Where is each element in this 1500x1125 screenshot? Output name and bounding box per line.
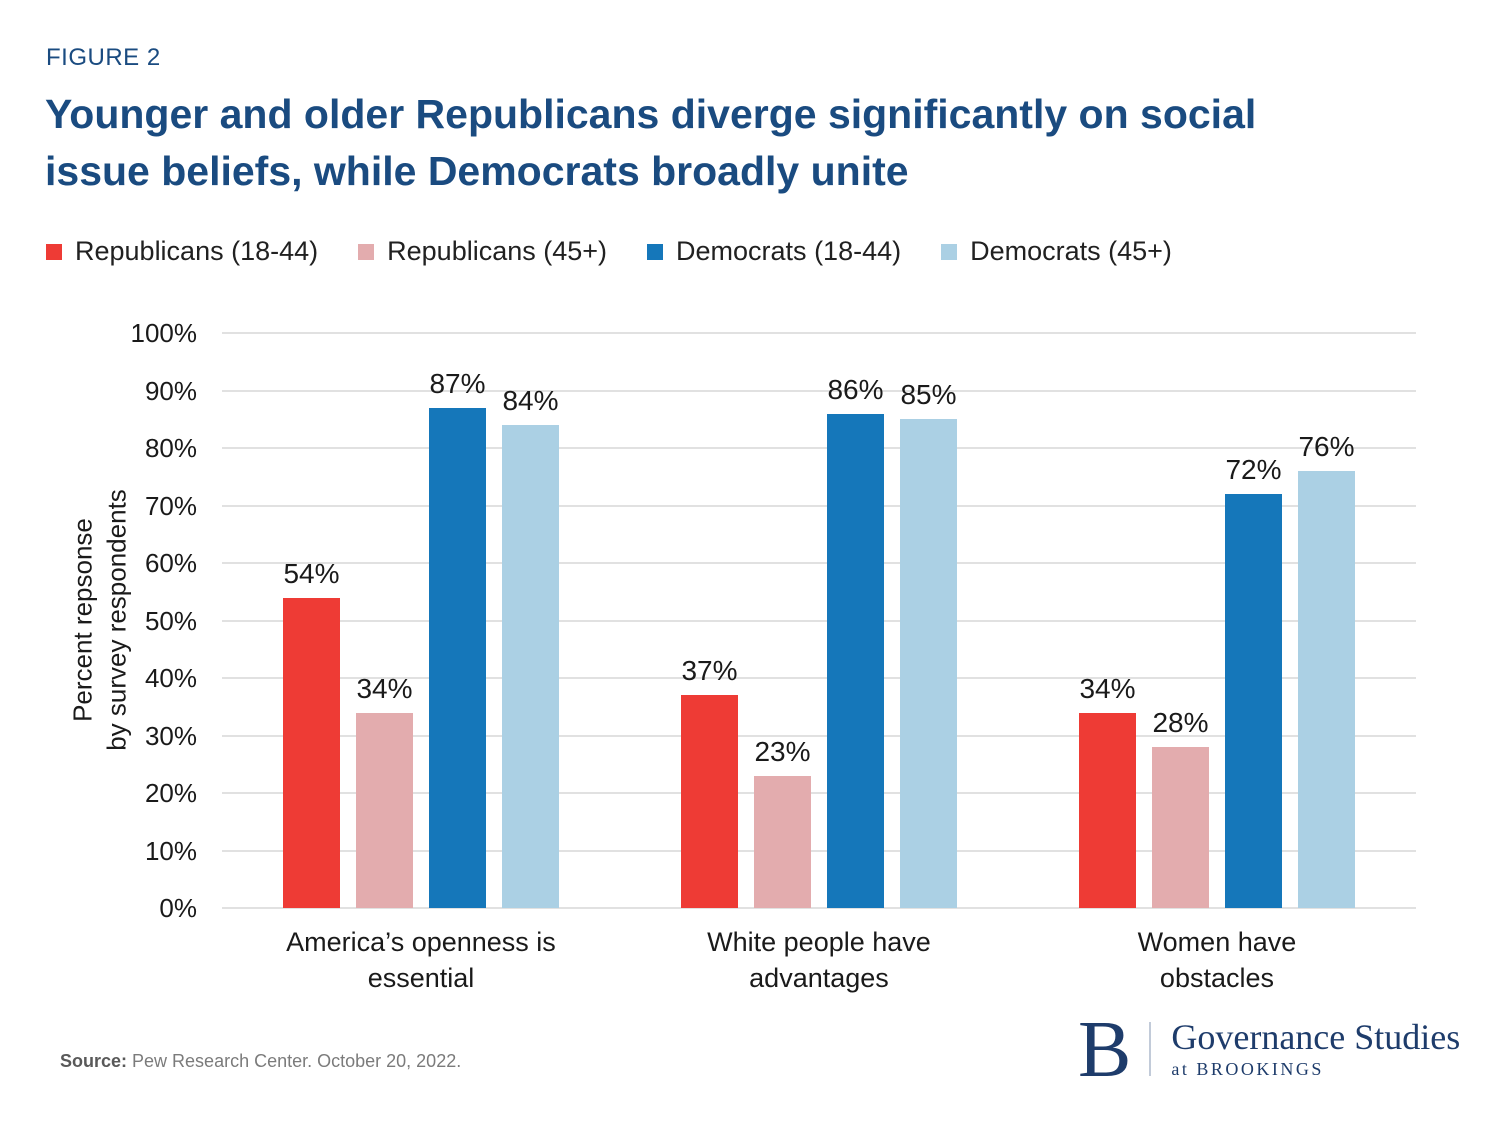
figure-title-line-1: Younger and older Republicans diverge si… (45, 91, 1257, 137)
bar-value-label: 28% (1152, 707, 1209, 738)
brookings-logo: B Governance Studies at BROOKINGS (1078, 1006, 1460, 1094)
figure-title: Younger and older Republicans diverge si… (45, 86, 1405, 200)
bar-democrats-45: 84% (501, 385, 559, 908)
gridline-90 (222, 389, 1416, 392)
bar-value-label: 85% (900, 379, 957, 411)
bar-value-label: 23% (754, 735, 811, 767)
gridline-70 (222, 504, 1416, 507)
y-tick-label-30: 30% (144, 720, 197, 751)
gridline-60 (222, 562, 1416, 564)
bar-democrats-18-44: 72% (1224, 454, 1282, 908)
bar-republicans-45: 34% (355, 673, 413, 908)
gridline-50 (222, 619, 1416, 622)
bar-republicans-18-44: 34% (1078, 673, 1136, 908)
legend-item-democrats-18-44: Democrats (18-44) (647, 236, 901, 267)
y-tick-label-70: 70% (144, 490, 197, 521)
legend-swatch (647, 243, 664, 260)
y-tick-label-100: 100% (130, 318, 198, 348)
bar-democrats-18-44: 87% (428, 368, 486, 908)
gridline-10 (222, 849, 1416, 852)
bar-value-label: 72% (1225, 454, 1282, 485)
legend-label: Democrats (45+) (970, 236, 1172, 266)
gridline-30 (222, 734, 1416, 737)
x-category-label-1: America’s openness is essential (211, 924, 631, 996)
y-tick-label-50: 50% (144, 605, 197, 636)
y-tick-label-40: 40% (144, 663, 197, 693)
gridline-100 (222, 332, 1416, 334)
figure-title-line-2: issue beliefs, while Democrats broadly u… (45, 148, 909, 194)
logo-text: Governance Studies at BROOKINGS (1171, 1016, 1460, 1080)
source-note: Source: Pew Research Center. October 20,… (60, 1051, 461, 1072)
bar-democrats-45: 85% (899, 379, 957, 908)
x-category-label-line: Women have (1137, 927, 1297, 957)
bar-value-label: 84% (502, 385, 559, 416)
logo-governance-studies: Governance Studies (1171, 1017, 1461, 1057)
bar-value-label: 54% (283, 557, 340, 589)
bar-democrats-45: 76% (1297, 431, 1355, 908)
x-category-label-line: obstacles (1159, 963, 1274, 993)
legend-item-republicans-18-44: Republicans (18-44) (46, 236, 318, 267)
bar-republicans-45: 28% (1151, 707, 1209, 908)
bar-republicans-45: 23% (753, 736, 811, 908)
gridline-20 (222, 792, 1416, 794)
y-tick-label-60: 60% (144, 548, 197, 578)
legend-swatch (46, 243, 62, 260)
plot-area: 0% 10% 20% 30% 40% 50% 60% 70% 80% 90% 100% 54% 34% 8… (131, 318, 1416, 993)
figure-number-label: FIGURE 2 (46, 44, 161, 71)
y-tick-label-0: 0% (159, 893, 197, 923)
y-tick-label-20: 20% (144, 778, 197, 808)
source-label: Source: (60, 1051, 128, 1071)
x-category-label-3: Women have obstacles (1007, 924, 1427, 996)
bar-value-label: 76% (1298, 431, 1355, 462)
legend-label: Republicans (45+) (387, 236, 608, 266)
bar-value-label: 87% (429, 367, 486, 399)
bar-republicans-18-44: 37% (680, 655, 738, 908)
bar-group-1: 54% 34% 87% 84% America’s openness is essenti… (222, 333, 620, 993)
bar-democrats-18-44: 86% (826, 374, 884, 908)
chart-legend: Republicans (18-44) Republicans (45+) Demo… (46, 236, 1172, 267)
gridline-0 (222, 907, 1416, 909)
gridline-40 (222, 677, 1416, 679)
bar-value-label: 86% (827, 373, 884, 405)
logo-at-brookings: at BROOKINGS (1171, 1059, 1324, 1079)
x-category-label-2: White people have advantages (609, 924, 1029, 996)
bar-value-label: 34% (1079, 672, 1136, 704)
legend-swatch (941, 243, 958, 260)
bar-group-2: 37% 23% 86% 85% White people have advantages (620, 333, 1018, 993)
bar-group-3: 34% 28% 72% 76% Women have obstacles (1018, 333, 1416, 993)
x-category-label-line: advantages (749, 963, 889, 993)
bar-value-label: 37% (681, 655, 738, 687)
legend-item-republicans-45: Republicans (45+) (358, 236, 607, 267)
gridline-80 (222, 447, 1416, 449)
legend-swatch (358, 243, 375, 260)
y-tick-label-10: 10% (144, 835, 197, 866)
y-tick-label-80: 80% (144, 433, 197, 463)
legend-label: Republicans (18-44) (75, 236, 319, 266)
y-tick-label-90: 90% (144, 375, 197, 406)
legend-label: Democrats (18-44) (676, 236, 902, 266)
x-category-label-line: essential (367, 963, 475, 993)
bar-value-label: 34% (356, 672, 413, 704)
x-category-label-line: America’s openness is (286, 927, 556, 957)
brookings-b-mark: B (1078, 1006, 1132, 1094)
legend-item-democrats-45: Democrats (45+) (941, 236, 1172, 267)
logo-divider (1149, 1022, 1152, 1076)
x-category-label-line: White people have (707, 927, 931, 957)
source-text: Pew Research Center. October 20, 2022. (127, 1051, 462, 1071)
bar-republicans-18-44: 54% (282, 558, 340, 908)
